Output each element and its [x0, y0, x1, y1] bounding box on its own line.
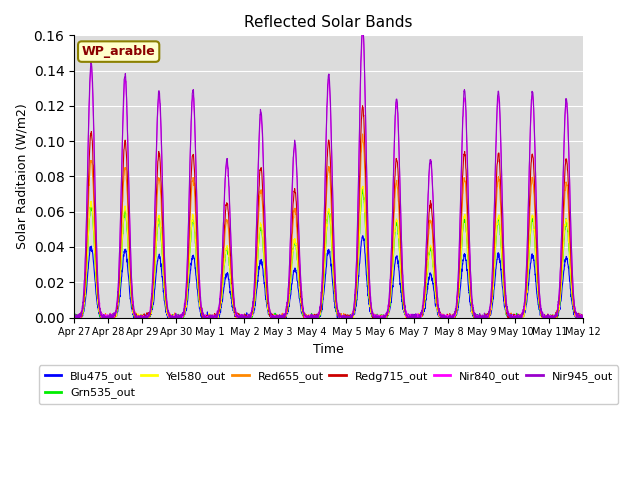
Text: WP_arable: WP_arable	[82, 45, 156, 58]
Y-axis label: Solar Raditaion (W/m2): Solar Raditaion (W/m2)	[15, 104, 28, 249]
X-axis label: Time: Time	[314, 343, 344, 356]
Title: Reflected Solar Bands: Reflected Solar Bands	[244, 15, 413, 30]
Legend: Blu475_out, Grn535_out, Yel580_out, Red655_out, Redg715_out, Nir840_out, Nir945_: Blu475_out, Grn535_out, Yel580_out, Red6…	[39, 365, 618, 404]
